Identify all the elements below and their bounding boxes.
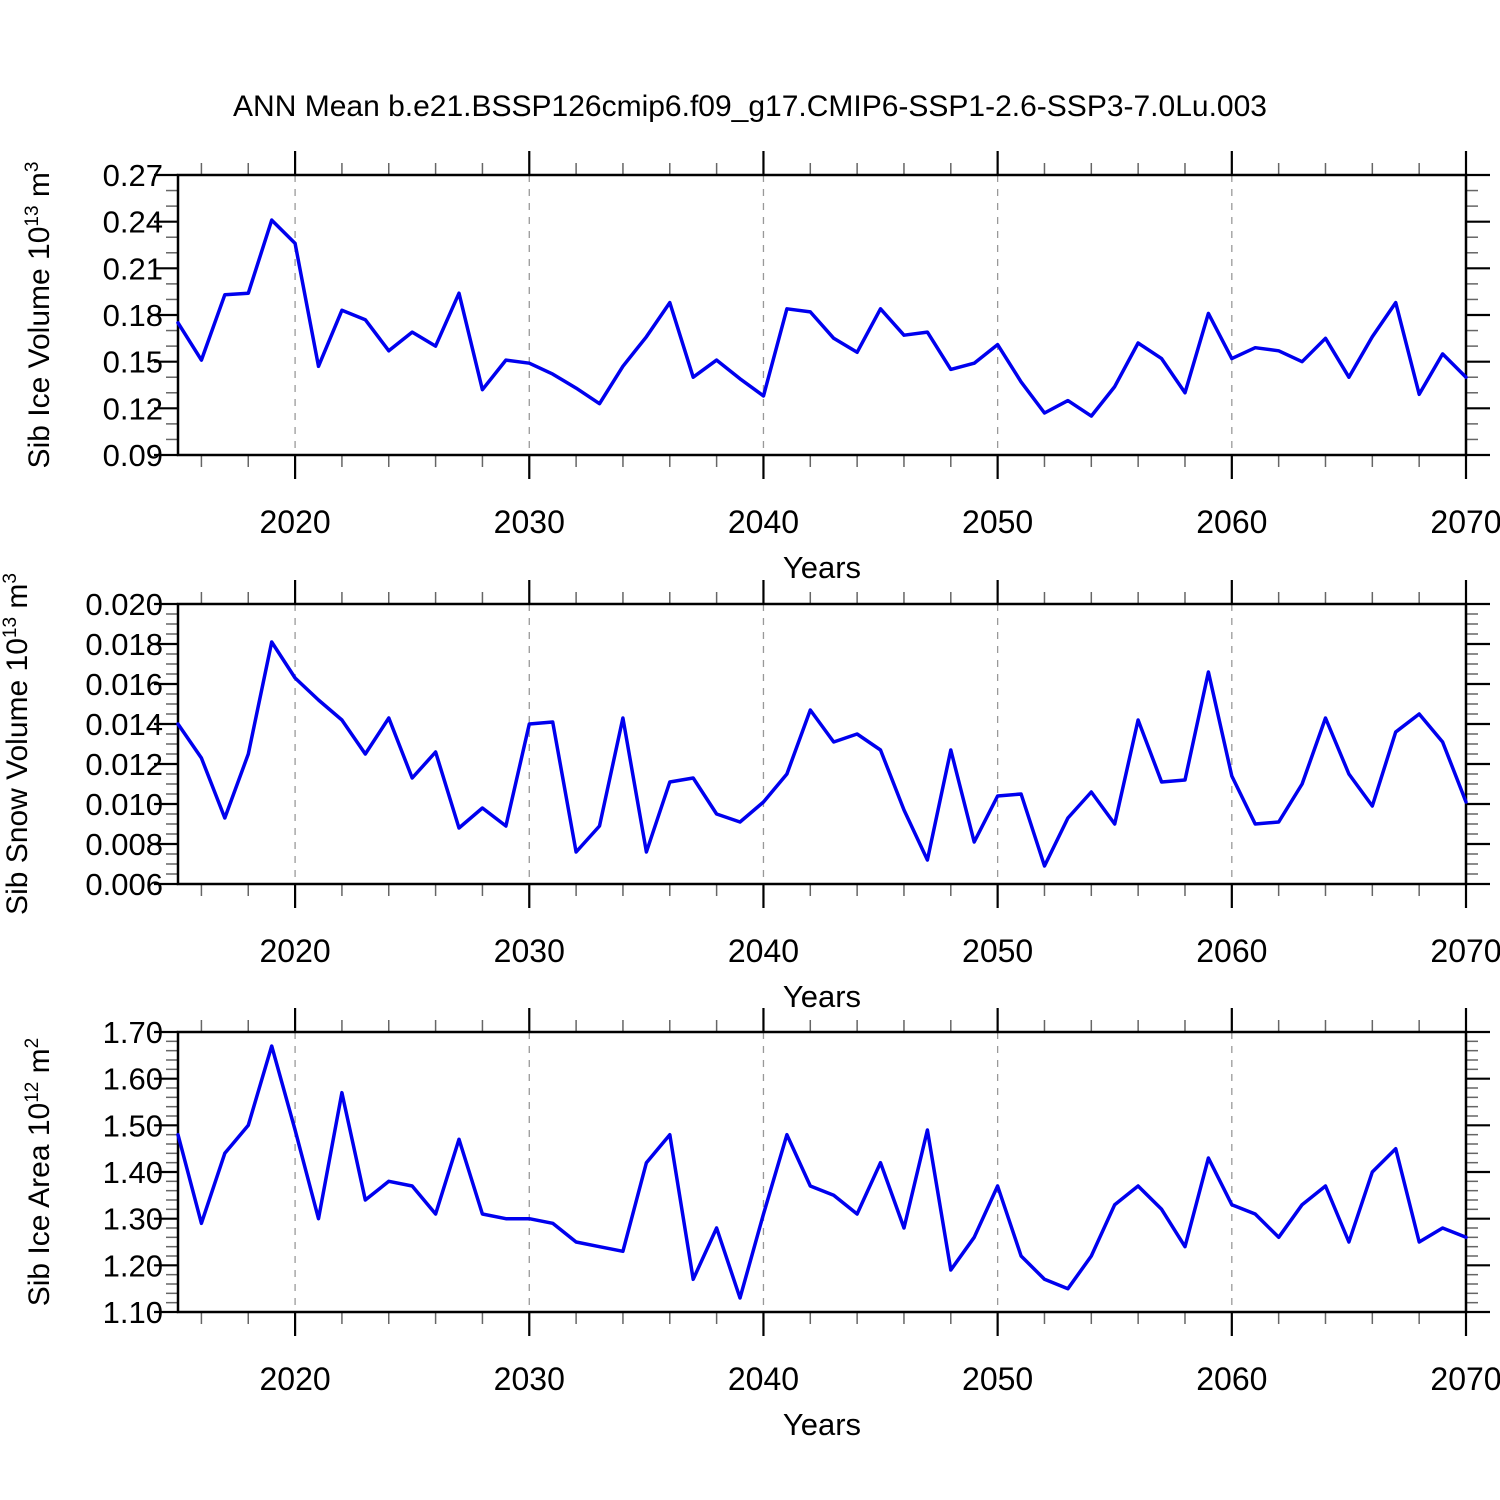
x-tick-label: 2060 <box>1196 1361 1267 1397</box>
y-axis-title-superscript: 12 <box>22 1081 43 1103</box>
y-axis-title-superscript: 13 <box>0 616 21 639</box>
y-tick-label: 0.27 <box>103 158 163 193</box>
x-tick-label: 2050 <box>962 1361 1033 1397</box>
y-axis-title-superscript: 3 <box>0 573 21 584</box>
x-tick-label: 2040 <box>728 1361 799 1397</box>
y-axis-title-superscript: 3 <box>22 161 43 173</box>
y-tick-label: 0.006 <box>85 867 163 902</box>
y-tick-label: 1.30 <box>103 1202 163 1237</box>
y-tick-label: 0.016 <box>85 667 163 702</box>
y-tick-label: 1.60 <box>103 1062 163 1097</box>
x-tick-label: 2020 <box>259 933 330 969</box>
x-tick-label: 2020 <box>259 504 330 540</box>
data-line <box>176 1044 1468 1300</box>
x-tick-label: 2040 <box>728 504 799 540</box>
x-tick-label: 2030 <box>494 504 565 540</box>
x-axis-title: Years <box>783 979 861 1014</box>
plot-frame <box>176 173 1468 457</box>
y-tick-label: 1.50 <box>103 1108 163 1143</box>
data-line <box>176 640 1468 868</box>
x-tick-label: 2030 <box>494 933 565 969</box>
y-tick-label: 0.12 <box>103 391 163 426</box>
data-line <box>176 218 1468 418</box>
chart-3: 1.70 1.60 1.50 1.40 1.30 1.20 1.10 2020 2030 2040… <box>103 1008 1500 1442</box>
y-tick-label: 1.10 <box>103 1295 163 1330</box>
y-axis-title-3: Sib Ice Area 1012 m2 <box>22 1037 57 1307</box>
x-tick-label: 2020 <box>259 1361 330 1397</box>
x-tick-label: 2070 <box>1430 933 1500 969</box>
y-tick-label: 0.21 <box>103 251 163 286</box>
y-axis-title-2: Sib Snow Volume 1013 m3 <box>0 573 35 915</box>
x-tick-label: 2070 <box>1430 504 1500 540</box>
x-axis-title: Years <box>783 1407 861 1442</box>
y-tick-label: 0.018 <box>85 627 163 662</box>
x-tick-label: 2040 <box>728 933 799 969</box>
y-axis-title-1: Sib Ice Volume 1013 m3 <box>22 161 57 469</box>
y-tick-label: 0.010 <box>85 787 163 822</box>
y-axis-title-superscript: 13 <box>22 205 43 227</box>
y-tick-label: 1.70 <box>103 1015 163 1050</box>
y-tick-label: 0.012 <box>85 747 163 782</box>
y-tick-label: 0.18 <box>103 298 163 333</box>
x-axis-title: Years <box>783 550 861 585</box>
y-tick-label: 0.008 <box>85 827 163 862</box>
y-axis-title-text: m <box>23 1048 56 1082</box>
chart-1: 0.27 0.24 0.21 0.18 0.15 0.12 0.09 2020 2030 2040… <box>103 151 1500 585</box>
x-tick-label: 2050 <box>962 933 1033 969</box>
plot-frame <box>176 602 1468 886</box>
y-tick-label: 0.020 <box>85 587 163 622</box>
x-tick-label: 2060 <box>1196 504 1267 540</box>
chart-2: 0.020 0.018 0.016 0.014 0.012 0.010 0.008 0.006… <box>85 580 1500 1014</box>
y-axis-title-text: Sib Ice Area 10 <box>23 1102 56 1307</box>
y-axis-title-text: m <box>1 583 34 617</box>
y-tick-label: 0.014 <box>85 707 163 742</box>
x-tick-label: 2060 <box>1196 933 1267 969</box>
y-tick-label: 0.24 <box>103 205 163 240</box>
y-tick-label: 1.40 <box>103 1155 163 1190</box>
x-tick-label: 2030 <box>494 1361 565 1397</box>
y-axis-title-superscript: 2 <box>22 1037 43 1049</box>
y-tick-label: 1.20 <box>103 1248 163 1283</box>
x-tick-label: 2070 <box>1430 1361 1500 1397</box>
y-axis-title-text: Sib Snow Volume 10 <box>1 638 34 915</box>
x-tick-label: 2050 <box>962 504 1033 540</box>
y-axis-title-text: Sib Ice Volume 10 <box>23 226 56 469</box>
y-axis-title-text: m <box>23 172 56 206</box>
y-tick-label: 0.09 <box>103 438 163 473</box>
plot-frame <box>176 1030 1468 1314</box>
figure-title: ANN Mean b.e21.BSSP126cmip6.f09_g17.CMIP… <box>233 90 1267 123</box>
y-tick-label: 0.15 <box>103 345 163 380</box>
